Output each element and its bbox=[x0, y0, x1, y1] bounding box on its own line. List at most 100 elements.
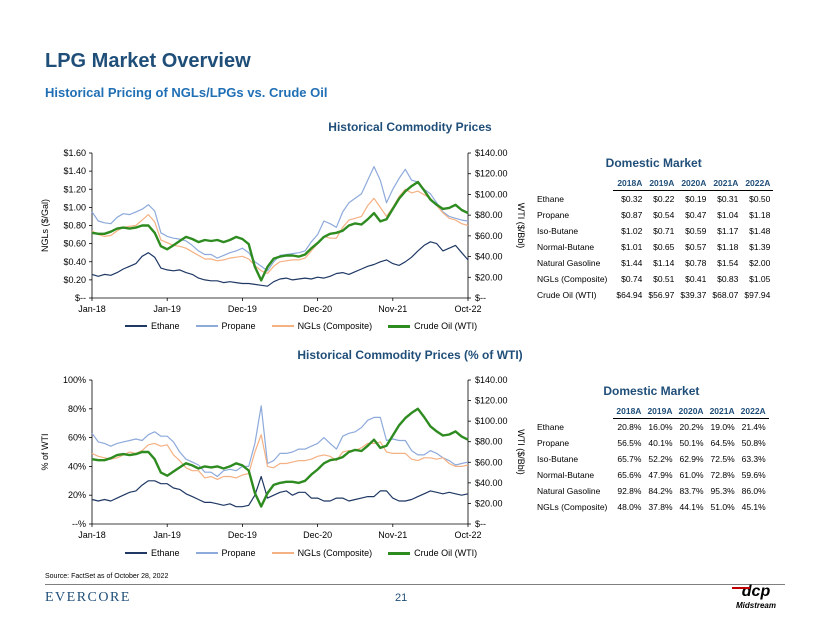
y2-tick-label: $100.00 bbox=[475, 416, 508, 426]
table-cell: 40.1% bbox=[648, 438, 673, 448]
y2-tick-label: $80.00 bbox=[475, 437, 503, 447]
table-cell: $1.05 bbox=[749, 274, 771, 284]
table-cell: $2.00 bbox=[749, 258, 771, 268]
page-subtitle: Historical Pricing of NGLs/LPGs vs. Crud… bbox=[45, 85, 328, 100]
table-cell: 64.5% bbox=[710, 438, 735, 448]
legend-label: Ethane bbox=[151, 321, 180, 331]
table-cell: $1.39 bbox=[749, 242, 771, 252]
legend-label: Crude Oil (WTI) bbox=[414, 548, 478, 558]
table-cell: $0.59 bbox=[685, 226, 707, 236]
legend-label: NGLs (Composite) bbox=[297, 548, 373, 558]
row-label: NGLs (Composite) bbox=[537, 274, 608, 284]
footer-divider bbox=[45, 584, 785, 585]
legend-swatch bbox=[195, 325, 218, 327]
chart1-legend: Ethane Propane NGLs (Composite) Crude Oil (… bbox=[125, 321, 477, 331]
source-note: Source: FactSet as of October 28, 2022 bbox=[45, 573, 169, 580]
table-cell: $0.32 bbox=[621, 194, 643, 204]
table-cell: $1.17 bbox=[717, 226, 739, 236]
legend-swatch bbox=[125, 325, 147, 327]
table-header: 2020A bbox=[677, 176, 710, 191]
table-row: Crude Oil (WTI) $64.94 $56.97 $39.37 $68.07 $… bbox=[534, 287, 773, 303]
table-cell: 84.2% bbox=[648, 486, 673, 496]
row-label: Propane bbox=[537, 438, 570, 448]
chart2-legend: Ethane Propane NGLs (Composite) Crude Oil (… bbox=[125, 548, 477, 558]
y-tick-label: --% bbox=[72, 519, 86, 529]
series-line-ngls-composite- bbox=[91, 434, 469, 481]
table-cell: 65.6% bbox=[617, 470, 642, 480]
table-row: Normal-Butane 65.6% 47.9% 61.0% 72.8% 59.6% bbox=[534, 467, 769, 483]
series-line-ngls-composite- bbox=[91, 188, 469, 275]
table-cell: $0.50 bbox=[749, 194, 771, 204]
table-cell: $0.74 bbox=[621, 274, 643, 284]
table-row: Normal-Butane $1.01 $0.65 $0.57 $1.18 $1.39 bbox=[534, 239, 773, 255]
legend-swatch bbox=[388, 551, 411, 555]
table-row: Iso-Butane 65.7% 52.2% 62.9% 72.5% 63.3% bbox=[534, 451, 769, 467]
y2-tick-label: $20.00 bbox=[475, 498, 503, 508]
y-tick-label: $1.20 bbox=[63, 184, 86, 194]
series-line-propane bbox=[91, 166, 469, 272]
table-header: 2022A bbox=[741, 176, 774, 191]
table-header bbox=[534, 176, 613, 191]
table-row: Natural Gasoline 92.8% 84.2% 83.7% 95.3% 86.0… bbox=[534, 483, 769, 499]
table-cell: $0.51 bbox=[653, 274, 675, 284]
table-header: 2018A bbox=[613, 404, 645, 419]
table-cell: $0.71 bbox=[653, 226, 675, 236]
legend-swatch bbox=[125, 552, 147, 554]
table-cell: 20.8% bbox=[617, 422, 642, 432]
table-cell: 45.1% bbox=[741, 502, 766, 512]
domestic-market-pct-table: Domestic Market 2018A 2019A 2020A 2021A 2022A… bbox=[534, 384, 769, 515]
legend-swatch bbox=[195, 552, 218, 554]
row-label: Natural Gasoline bbox=[537, 486, 601, 496]
table-cell: $0.31 bbox=[717, 194, 739, 204]
table-cell: 65.7% bbox=[617, 454, 642, 464]
evercore-logo: Evercore bbox=[45, 590, 131, 605]
domestic-market-title: Domestic Market bbox=[605, 156, 702, 170]
logo-mark: dcp bbox=[742, 583, 771, 600]
y2-tick-label: $100.00 bbox=[475, 189, 508, 199]
table-cell: $1.01 bbox=[621, 242, 643, 252]
series-line-propane bbox=[91, 405, 469, 478]
table-row: Ethane 20.8% 16.0% 20.2% 19.0% 21.4% bbox=[534, 419, 769, 436]
legend-label: Propane bbox=[221, 548, 256, 558]
table-cell: 52.2% bbox=[648, 454, 673, 464]
x-tick-label: Dec-20 bbox=[303, 530, 332, 540]
table-cell: $1.48 bbox=[749, 226, 771, 236]
table-cell: $1.44 bbox=[621, 258, 643, 268]
row-label: Crude Oil (WTI) bbox=[537, 290, 597, 300]
table-header: 2022A bbox=[737, 404, 769, 419]
y2-tick-label: $40.00 bbox=[475, 478, 503, 488]
legend-swatch bbox=[271, 325, 294, 327]
table-header: 2018A bbox=[613, 176, 646, 191]
x-tick-label: Oct-22 bbox=[454, 304, 481, 314]
chart2-plot: --% 20% 40% 60% 80% 100% $-- $20.00 $40.00 $60.00… bbox=[40, 375, 526, 540]
y-tick-label: 60% bbox=[68, 433, 86, 443]
table-header: 2019A bbox=[644, 404, 676, 419]
table-cell: $0.83 bbox=[717, 274, 739, 284]
row-label: Normal-Butane bbox=[537, 470, 595, 480]
y-tick-label: $0.40 bbox=[63, 257, 86, 267]
y2-tick-label: $80.00 bbox=[475, 210, 503, 220]
y2-tick-label: $120.00 bbox=[475, 396, 508, 406]
y2-tick-label: $140.00 bbox=[475, 375, 508, 385]
table-cell: 95.3% bbox=[710, 486, 735, 496]
table-cell: 63.3% bbox=[741, 454, 766, 464]
table-cell: 59.6% bbox=[741, 470, 766, 480]
row-label: Iso-Butane bbox=[537, 454, 579, 464]
table-cell: 20.2% bbox=[679, 422, 704, 432]
legend-label: Crude Oil (WTI) bbox=[414, 321, 478, 331]
series-line-crude-oil-wti- bbox=[91, 407, 469, 508]
row-label: Ethane bbox=[537, 421, 564, 432]
x-tick-label: Dec-20 bbox=[303, 304, 332, 314]
table-cell: $0.54 bbox=[653, 210, 675, 220]
y2-axis-label: WTI ($/Bbl) bbox=[516, 429, 526, 475]
table-cell: 16.0% bbox=[648, 422, 673, 432]
x-tick-label: Nov-21 bbox=[378, 530, 407, 540]
legend-label: Propane bbox=[221, 321, 256, 331]
y2-tick-label: $60.00 bbox=[475, 231, 503, 241]
table-cell: 61.0% bbox=[679, 470, 704, 480]
y-tick-label: $1.00 bbox=[63, 202, 86, 212]
row-label: Normal-Butane bbox=[537, 242, 595, 252]
legend-swatch bbox=[271, 552, 294, 554]
table-cell: $0.41 bbox=[685, 274, 707, 284]
domestic-market-prices-table: Domestic Market 2018A 2019A 2020A 2021A 2022A… bbox=[534, 156, 774, 303]
